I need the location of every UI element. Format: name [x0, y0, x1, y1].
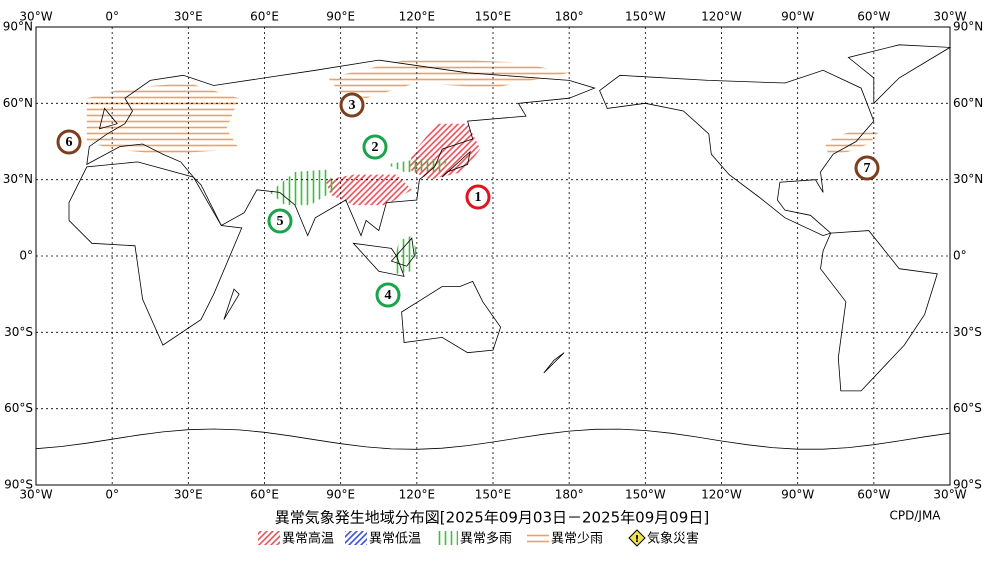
- latitude-label: 30°S: [4, 325, 33, 339]
- anomaly-region: [325, 174, 412, 206]
- longitude-label: 90°E: [326, 488, 355, 502]
- longitude-label: 120°W: [701, 488, 742, 502]
- anomaly-region: [328, 57, 570, 99]
- region-number: 6: [66, 135, 73, 150]
- credit: CPD/JMA: [890, 509, 942, 523]
- region-marker: [339, 92, 365, 118]
- legend-label: 異常低温: [369, 532, 421, 547]
- longitude-label: 150°E: [475, 488, 512, 502]
- legend-label: 異常多雨: [460, 531, 512, 547]
- anomaly-region: [86, 83, 240, 155]
- longitude-label: 30°W: [933, 10, 966, 24]
- longitude-label: 60°W: [857, 10, 890, 24]
- longitude-label: 180°: [555, 488, 584, 502]
- longitude-label: 120°E: [399, 488, 436, 502]
- region-marker: [465, 184, 491, 210]
- region-marker: [854, 155, 880, 181]
- latitude-label: 60°N: [3, 96, 33, 110]
- land-outline: [401, 280, 502, 354]
- longitude-label: 30°E: [174, 10, 203, 24]
- longitude-label: 120°W: [701, 10, 742, 24]
- region-marker: [267, 208, 293, 234]
- map-frame: [35, 26, 951, 486]
- longitude-label: 120°E: [399, 10, 436, 24]
- longitude-label: 90°E: [326, 10, 355, 24]
- longitude-label: 30°W: [19, 10, 52, 24]
- longitude-label: 150°W: [625, 488, 666, 502]
- latitude-label: 90°N: [3, 20, 33, 34]
- longitude-label: 60°W: [857, 488, 890, 502]
- region-marker: [56, 129, 82, 155]
- land-outline: [98, 107, 118, 130]
- latitude-label: 90°S: [4, 478, 33, 492]
- legend-swatch: [628, 529, 646, 547]
- latitude-label: 60°S: [953, 401, 982, 415]
- land-outline: [390, 237, 415, 267]
- land-outline: [352, 242, 405, 277]
- legend-label: 気象災害: [647, 531, 699, 547]
- latitude-label: 60°N: [953, 96, 983, 110]
- longitude-label: 150°W: [625, 10, 666, 24]
- legend-label: 異常高温: [282, 531, 334, 547]
- land-outline: [441, 150, 471, 178]
- anomaly-region: [269, 169, 336, 206]
- region-number: 2: [372, 140, 379, 155]
- region-number: 7: [864, 161, 871, 176]
- legend-swatch: [436, 531, 458, 545]
- latitude-label: 30°N: [3, 172, 33, 186]
- legend-icon: !: [635, 534, 640, 545]
- longitude-label: 90°W: [781, 488, 814, 502]
- anomaly-region: [386, 159, 448, 172]
- latitude-label: 90°N: [953, 20, 983, 34]
- region-number: 4: [385, 288, 392, 303]
- region-number: 5: [277, 214, 284, 229]
- legend-swatch: [527, 531, 549, 545]
- region-number: 1: [475, 190, 482, 205]
- land-outline: [820, 230, 938, 392]
- longitude-label: 30°E: [174, 488, 203, 502]
- region-marker: [375, 282, 401, 308]
- latitude-label: 90°S: [953, 478, 982, 492]
- legend-swatch: [345, 531, 367, 545]
- longitude-label: 90°W: [781, 10, 814, 24]
- longitude-label: 60°E: [250, 10, 279, 24]
- land-outline: [68, 161, 243, 346]
- longitude-label: 0°: [105, 488, 119, 502]
- land-outline: [543, 352, 565, 374]
- latitude-label: 30°S: [953, 325, 982, 339]
- latitude-label: 30°N: [953, 172, 983, 186]
- longitude-label: 30°W: [19, 488, 52, 502]
- map-title: 異常気象発生地域分布図[2025年09月03日－2025年09月09日]: [275, 509, 709, 527]
- longitude-label: 150°E: [475, 10, 512, 24]
- longitude-label: 60°E: [250, 488, 279, 502]
- anomaly-region: [825, 128, 882, 155]
- longitude-label: 180°: [555, 10, 584, 24]
- longitude-label: 30°W: [933, 488, 966, 502]
- region-number: 3: [349, 98, 356, 113]
- latitude-label: 0°: [953, 249, 967, 263]
- land-outline: [86, 59, 596, 237]
- legend-label: 異常少雨: [551, 532, 603, 547]
- legend-swatch: [258, 531, 280, 545]
- land-outline: [599, 69, 875, 237]
- latitude-label: 0°: [19, 249, 33, 263]
- land-outline: [223, 288, 240, 320]
- region-marker: [362, 134, 388, 160]
- longitude-label: 0°: [105, 10, 119, 24]
- latitude-label: 60°S: [4, 401, 33, 415]
